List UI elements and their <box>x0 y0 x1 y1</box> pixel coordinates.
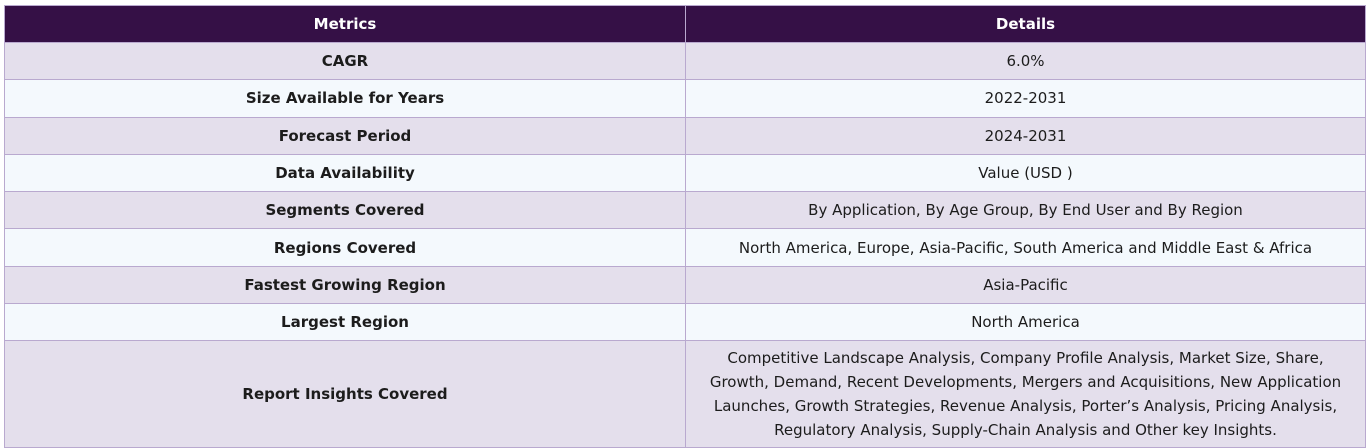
table-row: Data Availability Value (USD ) <box>4 153 1366 193</box>
table-row: CAGR 6.0% <box>4 41 1366 81</box>
row-details: 2022-2031 <box>685 79 1366 118</box>
row-metric: Size Available for Years <box>4 79 686 118</box>
table-row: Segments Covered By Application, By Age … <box>4 191 1366 230</box>
row-metric: Report Insights Covered <box>4 340 686 448</box>
table-header-row: Metrics Details <box>4 5 1366 43</box>
row-metric: Forecast Period <box>4 116 686 155</box>
row-details-cell: Competitive Landscape Analysis, Company … <box>685 340 1366 448</box>
header-details: Details <box>685 5 1366 43</box>
row-details: Asia-Pacific <box>685 265 1366 305</box>
row-details: North America, Europe, Asia-Pacific, Sou… <box>685 228 1366 267</box>
row-details: 2024-2031 <box>685 116 1366 155</box>
metrics-table: Metrics Details CAGR 6.0% Size Available… <box>4 5 1366 448</box>
table-row: Regions Covered North America, Europe, A… <box>4 228 1366 267</box>
row-details: North America <box>685 303 1366 342</box>
table-row: Largest Region North America <box>4 303 1366 342</box>
row-details: 6.0% <box>685 41 1366 81</box>
row-details: Value (USD ) <box>685 153 1366 193</box>
row-details: By Application, By Age Group, By End Use… <box>685 191 1366 230</box>
row-metric: Data Availability <box>4 153 686 193</box>
table-row: Report Insights Covered Competitive Land… <box>4 340 1366 448</box>
row-metric: Fastest Growing Region <box>4 265 686 305</box>
table-row: Fastest Growing Region Asia-Pacific <box>4 265 1366 305</box>
row-metric: Largest Region <box>4 303 686 342</box>
row-metric: Segments Covered <box>4 191 686 230</box>
table-row: Size Available for Years 2022-2031 <box>4 79 1366 118</box>
row-metric: CAGR <box>4 41 686 81</box>
header-metrics: Metrics <box>4 5 686 43</box>
row-metric: Regions Covered <box>4 228 686 267</box>
row-details: Competitive Landscape Analysis, Company … <box>709 349 1342 440</box>
table-row: Forecast Period 2024-2031 <box>4 116 1366 155</box>
